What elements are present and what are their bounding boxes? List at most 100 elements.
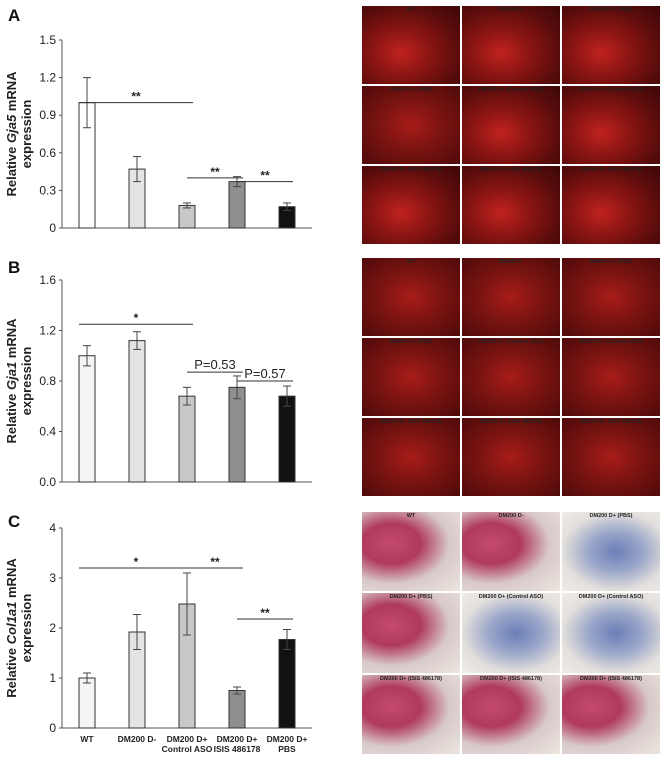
micrograph-caption: DM200 D+ (ISIS 486178) [480, 167, 542, 173]
bar-2 [178, 204, 196, 229]
y-tick-label: 4 [49, 521, 56, 535]
panel-letter-c: C [8, 512, 21, 531]
y-tick-label: 0.9 [39, 108, 56, 122]
y-tick-label: 1.2 [39, 71, 56, 85]
significance-label-2: ** [260, 169, 270, 183]
micrograph-c-2: DM200 D+ (PBS) [562, 512, 660, 592]
significance-label-0: * [134, 311, 139, 325]
micrograph-b-3: DM200 D+ (PBS) [362, 338, 460, 416]
micrograph-b-0: WT [362, 258, 460, 336]
micrograph-caption: DM200 D+ (Control ASO) [578, 339, 644, 345]
micrograph-caption: DM200 D+ (PBS) [589, 513, 633, 519]
micrograph-caption: DM200 D+ (ISIS 486178) [380, 167, 442, 173]
y-tick-label: 1.5 [39, 33, 56, 47]
bar-0 [78, 355, 96, 483]
y-axis-label: Relative Col1a1 mRNA [4, 558, 19, 698]
bar-0 [78, 677, 96, 729]
micrograph-caption: DM200 D+ (ISIS 486178) [380, 675, 442, 682]
y-axis-label: Relative Gja5 mRNA [4, 71, 19, 197]
micrograph-c-0: WT [362, 512, 460, 592]
micrograph-caption: DM200 D- [498, 259, 524, 265]
significance-label-1: ** [210, 555, 220, 569]
micrograph-b-8: DM200 D+ (ISIS 486178) [562, 418, 660, 496]
y-tick-label: 1.6 [39, 273, 56, 287]
micrograph-a-3: DM200 D+ (PBS) [362, 86, 460, 164]
y-tick-label: 0 [49, 221, 56, 235]
significance-label-2: P=0.57 [244, 366, 286, 381]
micrograph-a-8: DM200 D+ (ISIS 486178) [562, 166, 660, 244]
micrograph-caption: DM200 D+ (PBS) [589, 7, 633, 13]
chart-b-gja1: 0.0 0.4 0.8 1.2 1.6 Relative Gja1 mRNAexpress… [4, 273, 312, 489]
micrograph-a-6: DM200 D+ (ISIS 486178) [362, 166, 460, 244]
y-axis-label-line2: expression [19, 100, 34, 169]
micrograph-c-1: DM200 D- [462, 512, 560, 592]
micrograph-grid-a: WT DM200 D- DM200 D+ (PBS) DM200 D+ (PBS) DM… [362, 6, 660, 244]
micrograph-c-5: DM200 D+ (Control ASO) [562, 593, 660, 673]
y-tick-label: 0.6 [39, 146, 56, 160]
y-tick-label: 0.8 [39, 374, 56, 388]
micrograph-b-7: DM200 D+ (ISIS 486178) [462, 418, 560, 496]
x-tick-label-1: DM200 D- [118, 734, 157, 744]
y-tick-label: 2 [49, 621, 56, 635]
micrograph-caption: DM200 D+ (PBS) [389, 594, 433, 601]
micrograph-caption: WT [406, 7, 416, 13]
micrograph-caption: DM200 D+ (ISIS 486178) [580, 675, 642, 682]
x-tick-label-4: DM200 D+ PBS [267, 734, 308, 754]
micrograph-a-0: WT [362, 6, 460, 84]
micrograph-caption: DM200 D+ (PBS) [389, 87, 433, 93]
micrograph-c-4: DM200 D+ (Control ASO) [462, 593, 560, 673]
y-tick-label: 0.3 [39, 183, 56, 197]
y-axis-label-line2: expression [19, 594, 34, 663]
panel-letter-b: B [8, 258, 21, 277]
micrograph-caption: DM200 D+ (ISIS 486178) [380, 419, 442, 425]
micrograph-caption: DM200 D+ (PBS) [589, 259, 633, 265]
micrograph-caption: DM200 D+ (Control ASO) [578, 594, 644, 601]
y-tick-label: 3 [49, 571, 56, 585]
micrograph-c-7: DM200 D+ (ISIS 486178) [462, 674, 560, 754]
micrograph-caption: DM200 D+ (ISIS 486178) [580, 419, 642, 425]
micrograph-caption: DM200 D+ (ISIS 486178) [580, 167, 642, 173]
bar-3 [228, 181, 246, 229]
micrograph-grid-c: WT DM200 D- DM200 D+ (PBS) DM200 D+ (PBS) DM… [362, 512, 660, 754]
y-tick-label: 1.2 [39, 324, 56, 338]
micrograph-a-2: DM200 D+ (PBS) [562, 6, 660, 84]
micrograph-caption: WT [406, 513, 416, 519]
micrograph-c-6: DM200 D+ (ISIS 486178) [362, 674, 460, 754]
y-axis-label-line2: expression [19, 347, 34, 416]
x-tick-label-3: DM200 D+ ISIS 486178 [214, 734, 261, 754]
y-tick-label: 1 [49, 671, 56, 685]
significance-label-1: P=0.53 [194, 357, 236, 372]
micrograph-caption: DM200 D+ (PBS) [389, 339, 433, 345]
micrograph-c-3: DM200 D+ (PBS) [362, 593, 460, 673]
micrograph-a-4: DM200 D+ (Control ASO) [462, 86, 560, 164]
significance-label-1: ** [210, 165, 220, 179]
micrograph-caption: DM200 D+ (Control ASO) [478, 87, 544, 93]
micrograph-caption: DM200 D- [498, 513, 524, 519]
bar-1 [128, 340, 146, 483]
micrograph-b-5: DM200 D+ (Control ASO) [562, 338, 660, 416]
bar-3 [228, 386, 246, 483]
micrograph-caption: DM200 D+ (Control ASO) [478, 594, 544, 601]
bar-4 [278, 639, 296, 729]
micrograph-a-5: DM200 D+ (Control ASO) [562, 86, 660, 164]
significance-label-0: * [134, 555, 139, 569]
y-tick-label: 0.0 [39, 475, 56, 489]
micrograph-caption: DM200 D+ (ISIS 486178) [480, 675, 542, 682]
significance-label-0: ** [131, 90, 141, 104]
micrograph-b-6: DM200 D+ (ISIS 486178) [362, 418, 460, 496]
micrograph-caption: DM200 D+ (ISIS 486178) [480, 419, 542, 425]
micrograph-caption: DM200 D- [498, 7, 524, 13]
chart-a-gja5: 0 0.3 0.6 0.9 1.2 1.5 Relative Gja5 mRNAexpres… [4, 33, 312, 235]
micrograph-grid-b: WT DM200 D- DM200 D+ (PBS) DM200 D+ (PBS) DM… [362, 258, 660, 496]
x-tick-label-2: DM200 D+ Control ASO [162, 734, 213, 754]
panel-letter-a: A [8, 6, 21, 25]
y-tick-label: 0.4 [39, 425, 56, 439]
micrograph-caption: DM200 D+ (Control ASO) [578, 87, 644, 93]
x-tick-label-0: WT [80, 734, 94, 744]
bar-4 [278, 395, 296, 483]
bar-2 [178, 395, 196, 483]
significance-label-2: ** [260, 606, 270, 620]
micrograph-b-4: DM200 D+ (Control ASO) [462, 338, 560, 416]
micrograph-b-2: DM200 D+ (PBS) [562, 258, 660, 336]
micrograph-c-8: DM200 D+ (ISIS 486178) [562, 674, 660, 754]
